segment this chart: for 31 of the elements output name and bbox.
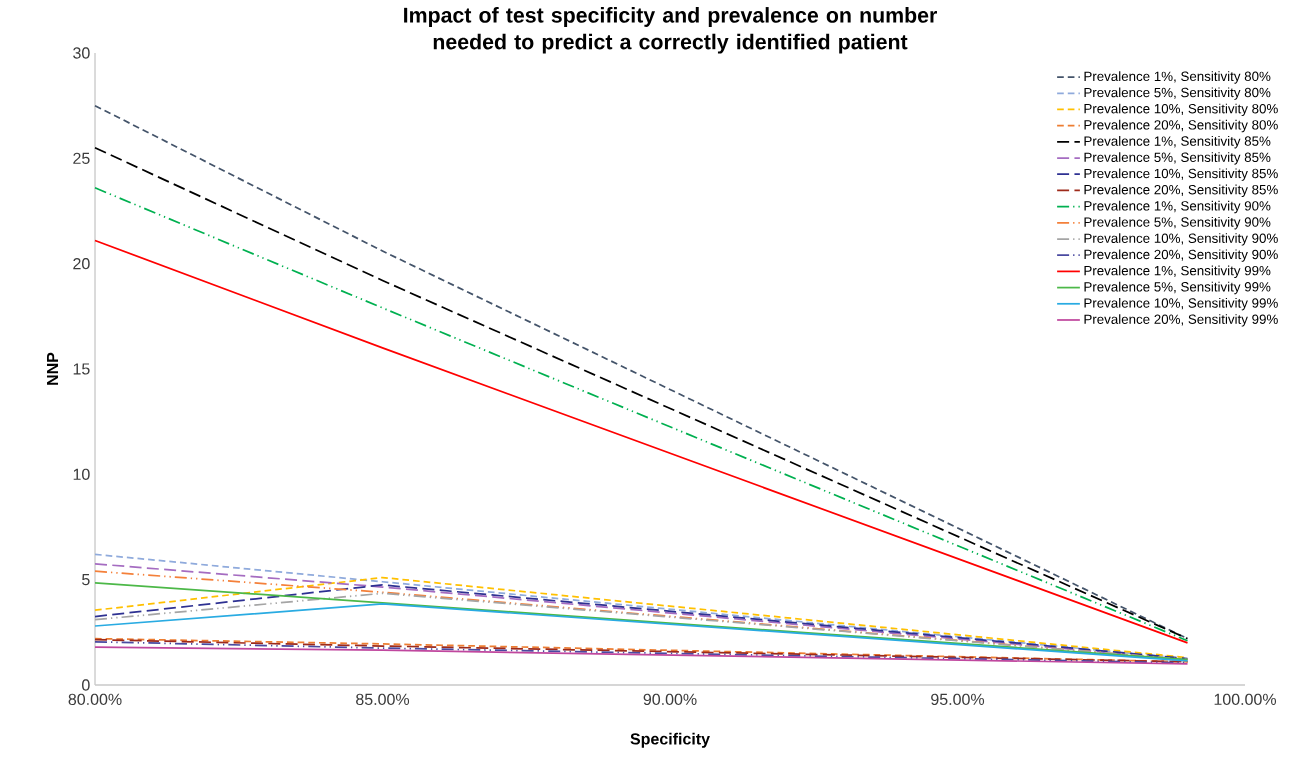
y-tick-label: 20 xyxy=(73,258,90,270)
y-tick-label: 0 xyxy=(82,679,90,691)
legend-label: Prevalence 1%, Sensitivity 99% xyxy=(1084,265,1271,278)
legend-label: Prevalence 10%, Sensitivity 80% xyxy=(1084,103,1278,117)
legend-label: Prevalence 5%, Sensitivity 80% xyxy=(1084,87,1271,100)
legend-label: Prevalence 20%, Sensitivity 80% xyxy=(1084,119,1278,133)
legend-label: Prevalence 10%, Sensitivity 99% xyxy=(1084,297,1278,311)
chart-title: Impact of test specificity and prevalence on number needed to predict a correctly identified patient xyxy=(404,7,937,54)
x-tick-label: 100.00% xyxy=(1214,693,1277,706)
x-tick-label: 90.00% xyxy=(643,693,697,706)
x-tick-label: 85.00% xyxy=(356,693,410,706)
x-tick-label: 80.00% xyxy=(68,693,122,706)
x-tick-label: 95.00% xyxy=(931,693,985,706)
y-tick-label: 30 xyxy=(73,47,90,59)
legend-label: Prevalence 1%, Sensitivity 85% xyxy=(1084,136,1271,149)
y-tick-label: 15 xyxy=(73,363,90,375)
legend-label: Prevalence 5%, Sensitivity 85% xyxy=(1084,152,1271,165)
legend-label: Prevalence 1%, Sensitivity 90% xyxy=(1084,200,1271,214)
y-axis-title: NNP xyxy=(47,352,59,385)
legend-label: Prevalence 5%, Sensitivity 99% xyxy=(1084,281,1271,295)
legend-label: Prevalence 1%, Sensitivity 80% xyxy=(1084,71,1271,84)
y-tick-label: 25 xyxy=(73,152,90,164)
legend-label: Prevalence 20%, Sensitivity 85% xyxy=(1084,184,1278,198)
legend-label: Prevalence 20%, Sensitivity 90% xyxy=(1084,249,1278,262)
legend-label: Prevalence 10%, Sensitivity 85% xyxy=(1084,168,1278,181)
legend-label: Prevalence 10%, Sensitivity 90% xyxy=(1084,233,1278,246)
x-axis-title: Specificity xyxy=(630,732,710,748)
legend-label: Prevalence 20%, Sensitivity 99% xyxy=(1084,314,1278,327)
y-tick-label: 10 xyxy=(73,468,90,480)
y-tick-label: 5 xyxy=(82,574,90,586)
legend-label: Prevalence 5%, Sensitivity 90% xyxy=(1084,216,1271,230)
